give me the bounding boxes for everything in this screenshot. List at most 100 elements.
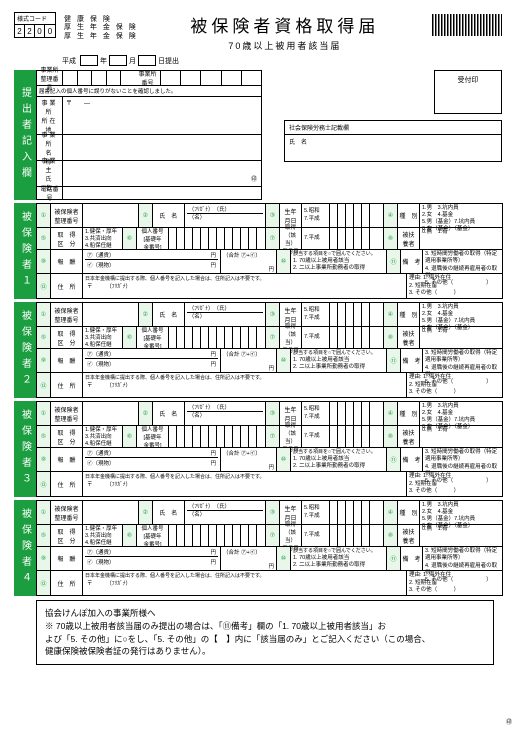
- acq-label: 取 得 区 分: [51, 426, 83, 447]
- pay-field[interactable]: ㋐（通貨）円 ㋑（現物）円: [83, 250, 221, 273]
- acqdate-field[interactable]: [330, 327, 384, 348]
- reason-field[interactable]: 理由: 1. 海外在住 2. 短期在留 3. その他（ ）: [406, 373, 502, 397]
- acq-label: 取 得 区 分: [51, 327, 83, 348]
- insured-no-label: 被保険者 整理番号: [51, 501, 83, 524]
- insured-no-label: 被保険者 整理番号: [51, 402, 83, 425]
- pn-label: 個人番号 [基礎年 金番号]: [137, 228, 169, 249]
- address-field[interactable]: 日本年金機構に提出する際、個人番号を記入した場合は、住所記入は不要です。 〒 （…: [83, 373, 406, 397]
- category-field[interactable]: 該当する項目を○で囲んでください。 1. 70歳以上被用者該当 2. 二以上事業…: [291, 349, 387, 372]
- acq-options[interactable]: 1.健保・厚年 3.共済出向 4.船保任継: [83, 327, 123, 348]
- acq-options[interactable]: 1.健保・厚年 3.共済出向 4.船保任継: [83, 228, 123, 249]
- receipt-stamp: 受付印: [434, 70, 502, 114]
- remarks-field[interactable]: 3. 短時間労働者の取得（特定適用事業所等） 4. 退職後の継続再雇用者の取得 …: [423, 250, 502, 273]
- type-options[interactable]: 1.男 3.坑内員 2.女 4.基金 5.男（基金）7.坑内員 6.女（基金）（…: [420, 204, 502, 227]
- type-options[interactable]: 1.男 3.坑内員 2.女 4.基金 5.男（基金）7.坑内員 6.女（基金）（…: [420, 303, 502, 326]
- person-tab-2: 被保険者２: [14, 302, 36, 398]
- name-field[interactable]: （ﾌﾘｶﾞﾅ） （氏） （名）: [185, 204, 266, 227]
- dep-label: 被扶 養者: [398, 525, 420, 546]
- name-field[interactable]: （ﾌﾘｶﾞﾅ） （氏） （名）: [185, 303, 266, 326]
- type-options[interactable]: 1.男 3.坑内員 2.女 4.基金 5.男（基金）7.坑内員 6.女（基金）（…: [420, 501, 502, 524]
- addr-label: 事業所 所在地: [37, 97, 63, 134]
- code-d1: 2: [25, 25, 35, 37]
- address-field[interactable]: 日本年金機構に提出する際、個人番号を記入した場合は、住所記入は不要です。 〒 （…: [83, 274, 406, 298]
- remarks-label: 備 考: [401, 547, 423, 570]
- seal-mark: ㊞: [251, 174, 257, 183]
- category-field[interactable]: 該当する項目を○で囲んでください。 1. 70歳以上被用者該当 2. 二以上事業…: [291, 547, 387, 570]
- dep-label: 被扶 養者: [398, 327, 420, 348]
- pay-field[interactable]: ㋐（通貨）円 ㋑（現物）円: [83, 349, 221, 372]
- acq-options[interactable]: 1.健保・厚年 3.共済出向 4.船保任継: [83, 525, 123, 546]
- barcode: [432, 14, 502, 36]
- person-tab-1: 被保険者１: [14, 203, 36, 299]
- code-d2: 0: [35, 25, 45, 37]
- owner-field[interactable]: ㊞: [63, 161, 261, 186]
- acq-label: 取 得 区 分: [51, 228, 83, 249]
- reason-field[interactable]: 理由: 1. 海外在住 2. 短期在留 3. その他（ ）: [406, 571, 502, 595]
- pay-label: 報 酬: [51, 349, 83, 372]
- name-field[interactable]: （ﾌﾘｶﾞﾅ） （氏） （名）: [185, 402, 266, 425]
- pay-label: 報 酬: [51, 250, 83, 273]
- dep-options[interactable]: 0.無 1.有: [420, 525, 502, 546]
- office-id-label: 事業所 番号: [135, 71, 161, 85]
- pn-field[interactable]: [169, 228, 266, 249]
- birth-field[interactable]: [330, 501, 384, 524]
- birth-field[interactable]: [330, 402, 384, 425]
- acqdate-label: 取得 （該当） 年月日: [280, 228, 302, 249]
- pay-label: 報 酬: [51, 448, 83, 471]
- insured-no-label: 被保険者 整理番号: [51, 204, 83, 227]
- category-field[interactable]: 該当する項目を○で囲んでください。 1. 70歳以上被用者該当 2. 二以上事業…: [291, 448, 387, 471]
- code-d3: 0: [45, 25, 55, 37]
- acqdate-label: 取得 （該当） 年月日: [280, 327, 302, 348]
- insured-no-field[interactable]: [83, 204, 139, 227]
- sr-name-field[interactable]: 氏 名㊞: [285, 135, 501, 161]
- address-field[interactable]: 日本年金機構に提出する際、個人番号を記入した場合は、住所記入は不要です。 〒 （…: [83, 472, 406, 496]
- insured-no-field[interactable]: [83, 501, 139, 524]
- remarks-field[interactable]: 3. 短時間労働者の取得（特定適用事業所等） 4. 退職後の継続再雇用者の取得 …: [423, 349, 502, 372]
- form-code: 様式コード 2 2 0 0: [14, 12, 56, 38]
- address-field[interactable]: 日本年金機構に提出する際、個人番号を記入した場合は、住所記入は不要です。 〒 （…: [83, 571, 406, 595]
- address-label: 住 所: [51, 373, 83, 397]
- birth-field[interactable]: [330, 303, 384, 326]
- reason-field[interactable]: 理由: 1. 海外在住 2. 短期在留 3. その他（ ）: [406, 274, 502, 298]
- sr-title: 社会保険労務士記載欄: [285, 121, 501, 135]
- name-field[interactable]: （ﾌﾘｶﾞﾅ） （氏） （名）: [185, 501, 266, 524]
- pay-field[interactable]: ㋐（通貨）円 ㋑（現物）円: [83, 448, 221, 471]
- category-field[interactable]: 該当する項目を○で囲んでください。 1. 70歳以上被用者該当 2. 二以上事業…: [291, 250, 387, 273]
- addr-field[interactable]: 〒 ―: [63, 97, 261, 134]
- dep-options[interactable]: 0.無 1.有: [420, 327, 502, 348]
- pay-field[interactable]: ㋐（通貨）円 ㋑（現物）円: [83, 547, 221, 570]
- type-options[interactable]: 1.男 3.坑内員 2.女 4.基金 5.男（基金）7.坑内員 6.女（基金）（…: [420, 402, 502, 425]
- birth-field[interactable]: [330, 204, 384, 227]
- type-label: 種 別: [398, 501, 420, 524]
- confirm-note: 届書記入の個人番号に誤りがないことを確認しました。: [37, 86, 261, 97]
- form-code-label: 様式コード: [15, 13, 55, 25]
- dep-options[interactable]: 0.無 1.有: [420, 426, 502, 447]
- insured-no-field[interactable]: [83, 402, 139, 425]
- name-label: 氏 名: [153, 303, 185, 326]
- remarks-field[interactable]: 3. 短時間労働者の取得（特定適用事業所等） 4. 退職後の継続再雇用者の取得 …: [423, 448, 502, 471]
- pn-label: 個人番号 [基礎年 金番号]: [137, 327, 169, 348]
- owner-label: 事業主 氏 名: [37, 161, 63, 186]
- submission-date: 平成 年 月 日提出: [62, 55, 502, 66]
- dep-label: 被扶 養者: [398, 426, 420, 447]
- tel-field[interactable]: [63, 187, 261, 199]
- remarks-field[interactable]: 3. 短時間労働者の取得（特定適用事業所等） 4. 退職後の継続再雇用者の取得 …: [423, 547, 502, 570]
- dep-label: 被扶 養者: [398, 228, 420, 249]
- sr-box: 社会保険労務士記載欄 氏 名㊞: [284, 120, 502, 162]
- acqdate-field[interactable]: [330, 426, 384, 447]
- name-label: 氏 名: [153, 402, 185, 425]
- type-label: 種 別: [398, 402, 420, 425]
- pn-field[interactable]: [169, 525, 266, 546]
- person-tab-4: 被保険者４: [14, 500, 36, 596]
- acq-options[interactable]: 1.健保・厚年 3.共済出向 4.船保任継: [83, 426, 123, 447]
- insured-no-field[interactable]: [83, 303, 139, 326]
- office-name-field[interactable]: [63, 135, 261, 160]
- pn-field[interactable]: [169, 426, 266, 447]
- pn-field[interactable]: [169, 327, 266, 348]
- acqdate-field[interactable]: [330, 525, 384, 546]
- dep-options[interactable]: 0.無 1.有: [420, 228, 502, 249]
- remarks-label: 備 考: [401, 250, 423, 273]
- reason-field[interactable]: 理由: 1. 海外在住 2. 短期在留 3. その他（ ）: [406, 472, 502, 496]
- type-label: 種 別: [398, 303, 420, 326]
- acqdate-field[interactable]: [330, 228, 384, 249]
